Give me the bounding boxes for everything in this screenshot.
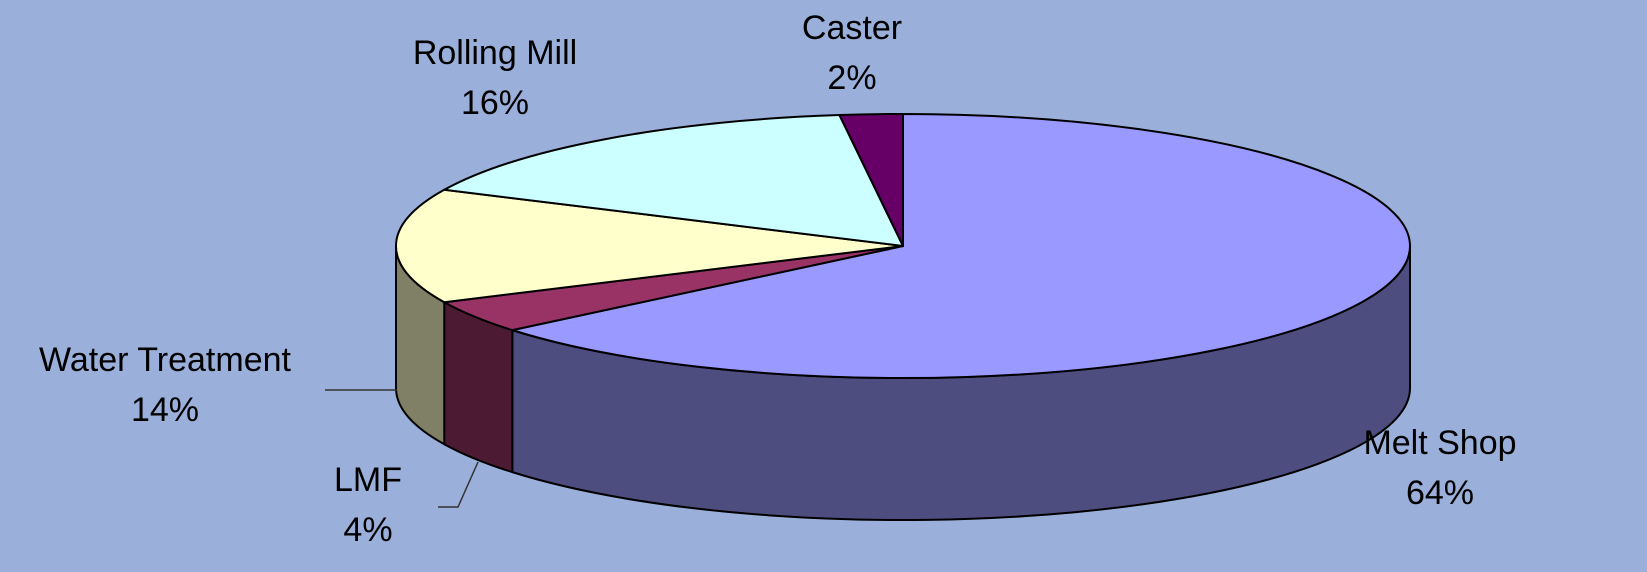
- pie-slice: [511, 113, 1411, 379]
- leader-line: [438, 461, 479, 508]
- category-label: LMF: [334, 461, 402, 499]
- category-label: Water Treatment: [39, 341, 291, 379]
- value-label: 64%: [1406, 474, 1474, 512]
- category-label: Melt Shop: [1363, 424, 1516, 462]
- pie-slice: [443, 114, 904, 247]
- pie-tops: [395, 113, 1411, 379]
- pie-slice: [395, 188, 904, 304]
- pie-slice: [838, 113, 904, 247]
- category-label: Rolling Mill: [413, 34, 577, 72]
- value-label: 4%: [343, 511, 392, 549]
- value-label: 14%: [131, 391, 199, 429]
- value-label: 16%: [461, 84, 529, 122]
- category-label: Caster: [802, 9, 902, 47]
- value-label: 2%: [827, 59, 876, 97]
